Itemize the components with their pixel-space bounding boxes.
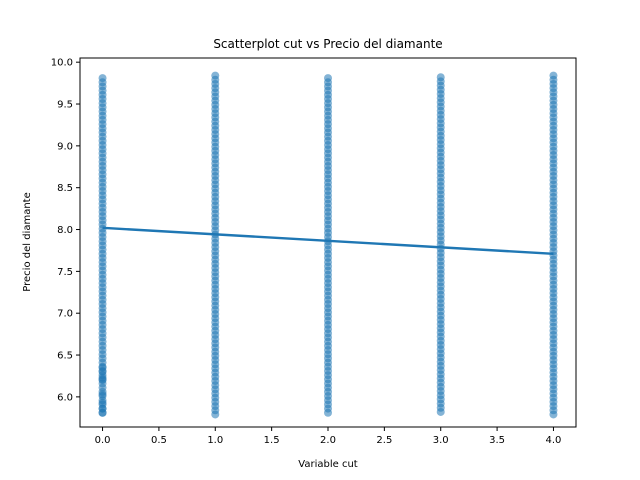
data-point — [324, 74, 332, 83]
y-tick-label: 8.5 — [57, 183, 73, 194]
y-tick-label: 10.0 — [51, 58, 73, 69]
data-point — [436, 73, 445, 82]
y-tick-label: 6.5 — [57, 351, 73, 362]
data-point — [98, 390, 107, 399]
y-axis: 6.0 6.5 7.0 7.5 8.0 8.5 9.0 9.5 10.0 — [51, 58, 80, 403]
y-tick-label: 6.0 — [57, 392, 73, 403]
y-axis-label: Precio del diamante — [22, 192, 33, 291]
y-tick-label: 8.0 — [57, 225, 73, 236]
y-tick-label: 9.0 — [57, 141, 73, 152]
data-point — [98, 373, 107, 382]
y-tick-label: 9.5 — [57, 100, 73, 111]
data-point — [98, 398, 107, 407]
chart-title: Scatterplot cut vs Precio del diamante — [213, 37, 442, 51]
x-tick-label: 3.0 — [433, 435, 449, 446]
x-tick-label: 3.5 — [489, 435, 505, 446]
data-point — [549, 71, 558, 80]
x-axis: 0.0 0.5 1.0 1.5 2.0 2.5 3.0 3.5 4.0 — [95, 427, 562, 446]
y-tick-label: 7.5 — [57, 267, 73, 278]
data-point — [211, 71, 220, 80]
data-point — [98, 74, 107, 83]
x-axis-label: Variable cut — [298, 459, 358, 470]
data-point — [98, 363, 107, 372]
x-tick-label: 1.5 — [264, 435, 280, 446]
x-tick-label: 0.5 — [151, 435, 167, 446]
x-tick-label: 4.0 — [546, 435, 562, 446]
x-tick-label: 1.0 — [207, 435, 223, 446]
regression-layer — [102, 226, 554, 255]
x-tick-label: 2.5 — [376, 435, 392, 446]
x-tick-label: 2.0 — [320, 435, 336, 446]
data-point — [98, 404, 107, 413]
y-tick-label: 7.0 — [57, 309, 73, 320]
points-layer — [98, 71, 558, 419]
regression-line — [102, 226, 554, 255]
x-tick-label: 0.0 — [95, 435, 111, 446]
